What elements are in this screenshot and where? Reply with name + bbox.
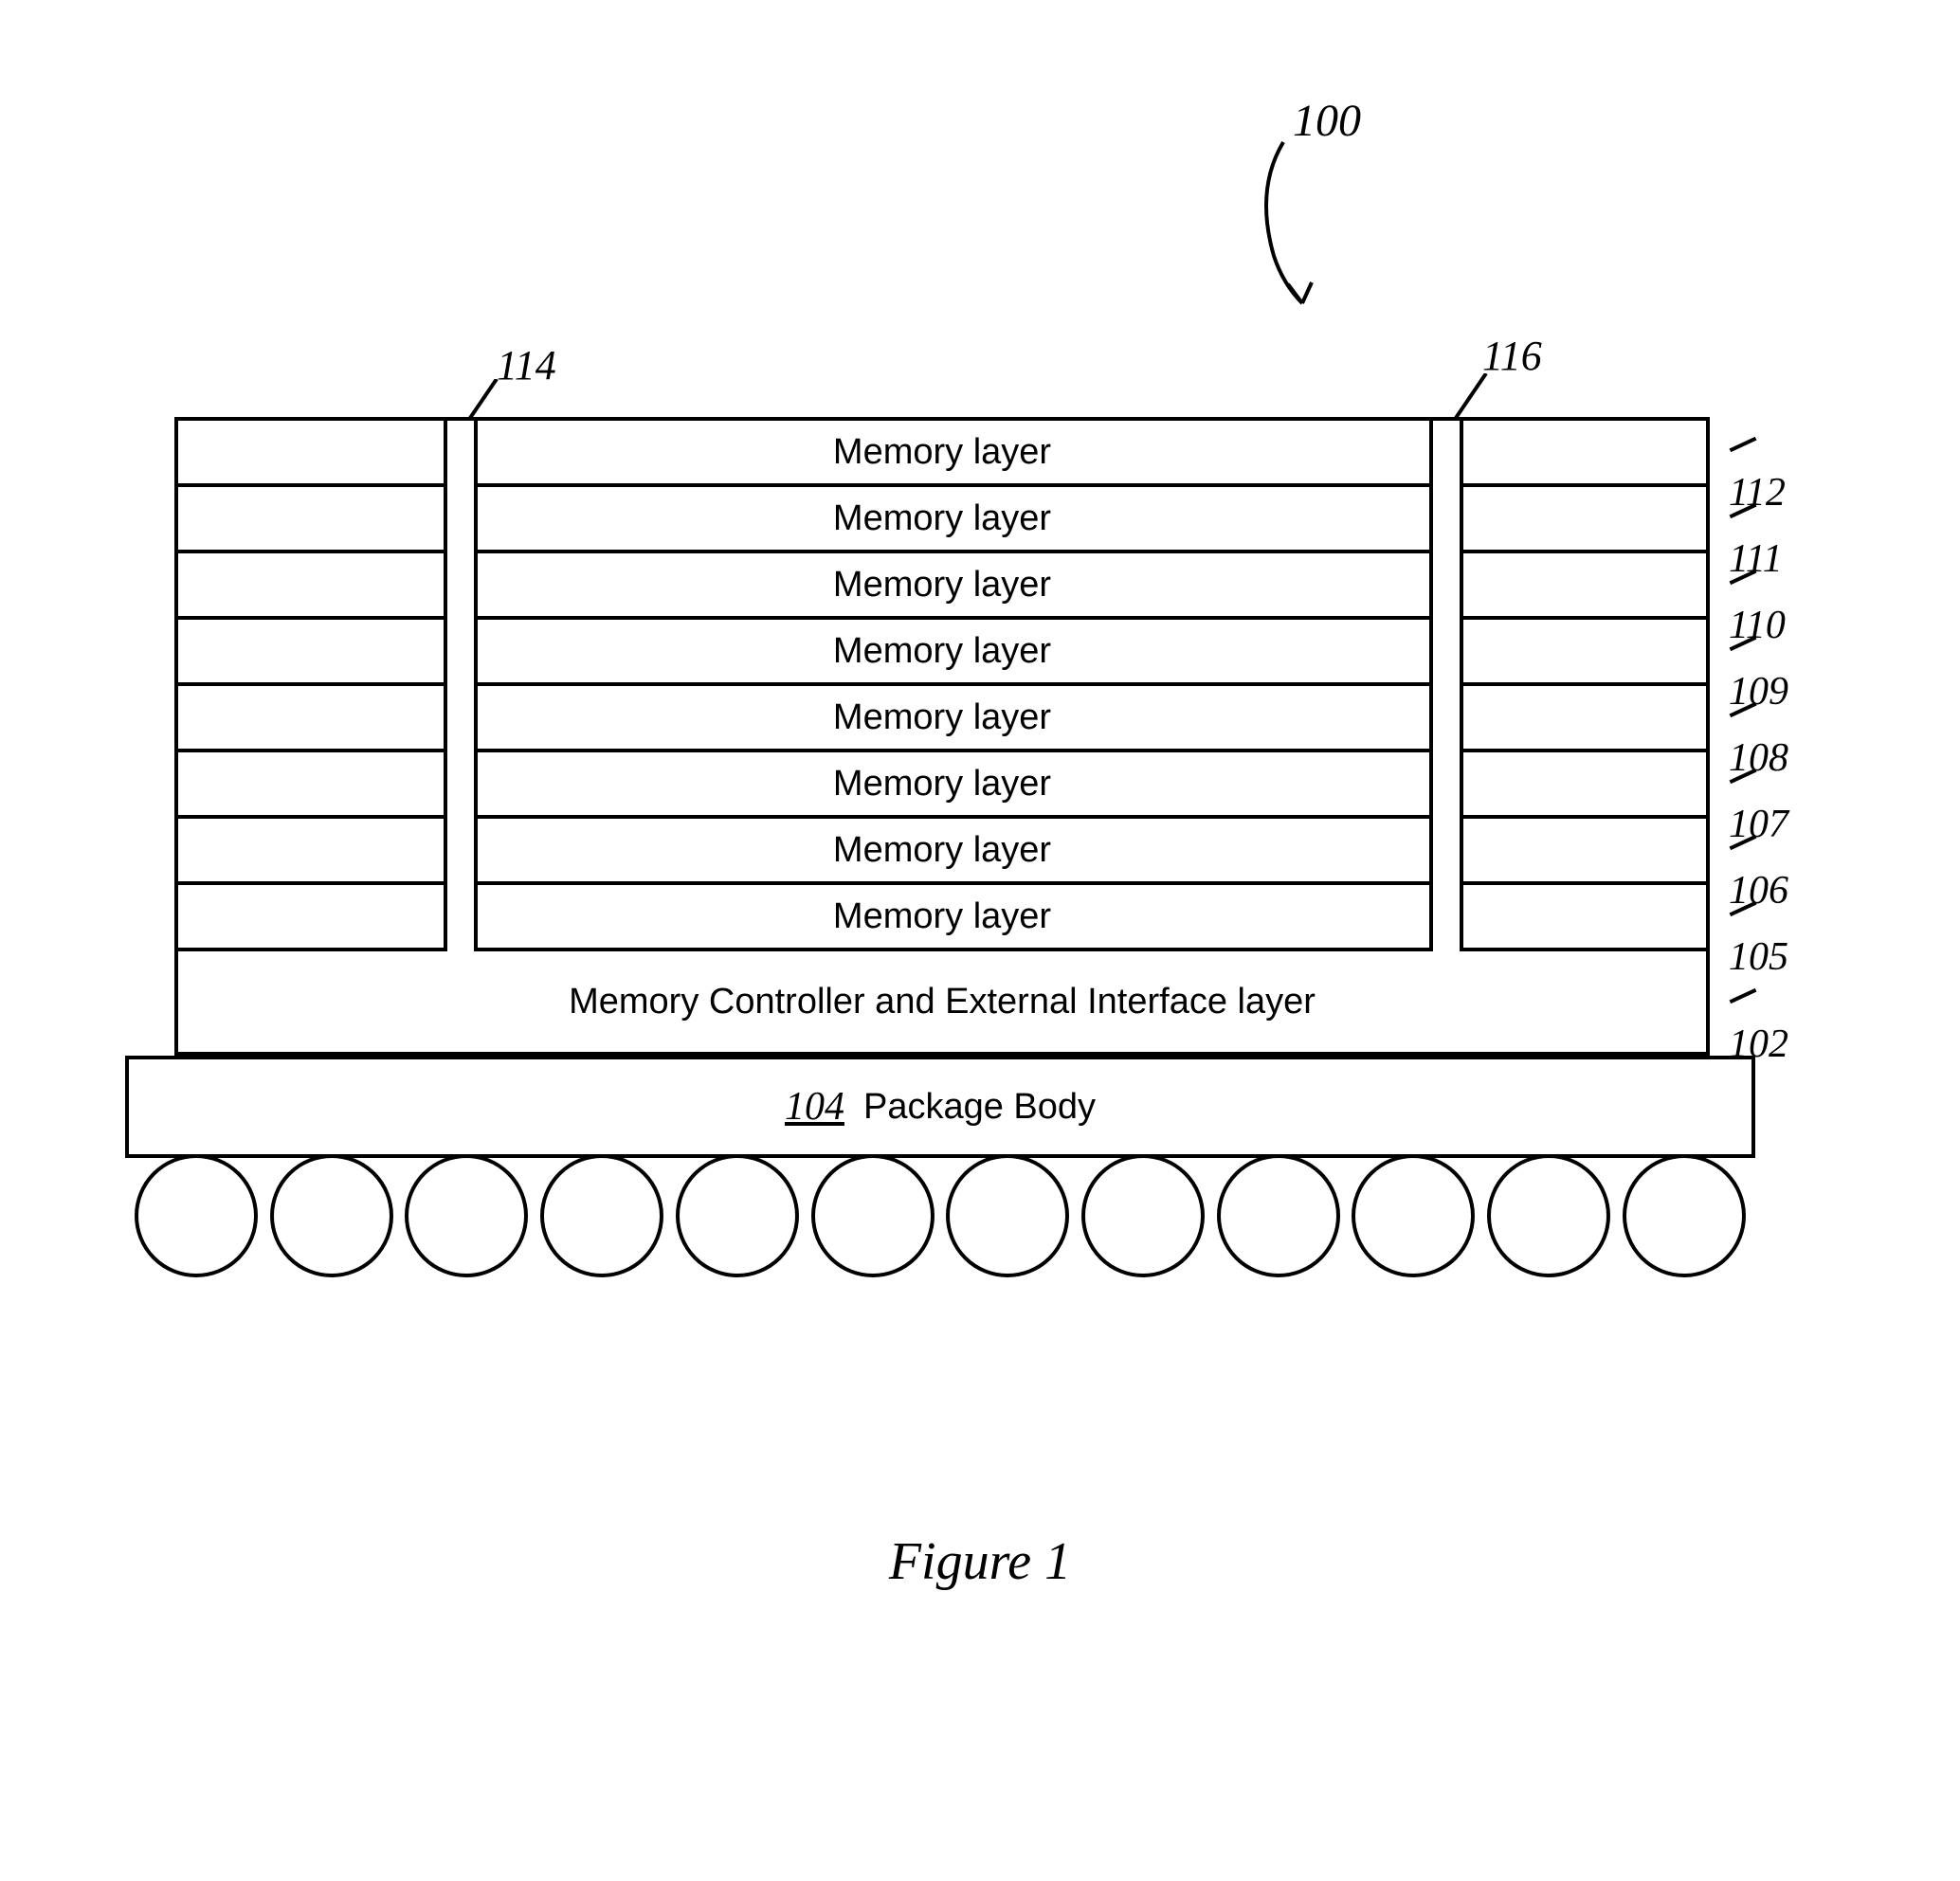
memory-layer-text: Memory layer [833, 565, 1051, 606]
controller-layer: Memory Controller and External Interface… [178, 951, 1706, 1052]
memory-layer-112: Memory layer [178, 421, 1706, 487]
solder-ball-icon [946, 1154, 1069, 1277]
memory-layer-109: Memory layer [178, 620, 1706, 686]
ref-label-105: 105 [1729, 889, 1814, 980]
figure-caption: Figure 1 [80, 1531, 1880, 1592]
solder-ball-icon [811, 1154, 935, 1277]
memory-layer-text: Memory layer [833, 498, 1051, 539]
memory-layer-text: Memory layer [833, 432, 1051, 473]
solder-ball-icon [540, 1154, 663, 1277]
memory-layer-text: Memory layer [833, 764, 1051, 805]
memory-layer-text: Memory layer [833, 697, 1051, 738]
package-body: 104 Package Body [125, 1056, 1755, 1158]
solder-ball-icon [405, 1154, 528, 1277]
memory-layer-106: Memory layer [178, 819, 1706, 885]
package-body-text: Package Body [863, 1087, 1096, 1128]
solder-ball-icon [1217, 1154, 1340, 1277]
solder-ball-icon [270, 1154, 393, 1277]
solder-ball-icon [1081, 1154, 1205, 1277]
solder-ball-icon [1623, 1154, 1746, 1277]
memory-layer-108: Memory layer [178, 686, 1706, 752]
solder-ball-icon [1487, 1154, 1610, 1277]
ref-label-104: 104 [785, 1084, 844, 1130]
solder-ball-icon [135, 1154, 258, 1277]
ref-label-102: 102 [1729, 976, 1814, 1067]
controller-layer-text: Memory Controller and External Interface… [569, 982, 1316, 1022]
memory-layer-text: Memory layer [833, 631, 1051, 672]
memory-layer-105: Memory layer [178, 885, 1706, 951]
solder-balls-row [125, 1158, 1755, 1277]
tsv-right [1429, 421, 1463, 951]
memory-layer-111: Memory layer [178, 487, 1706, 553]
ref-text: 102 [1729, 1022, 1788, 1066]
ref-text: 105 [1729, 935, 1788, 979]
memory-stack: Memory layer Memory layer Memory layer M… [174, 417, 1710, 1056]
memory-layer-110: Memory layer [178, 553, 1706, 620]
memory-layer-text: Memory layer [833, 830, 1051, 871]
arrow-100-icon [1236, 133, 1350, 322]
stack-wrapper: Memory layer Memory layer Memory layer M… [174, 417, 1814, 1277]
solder-ball-icon [1352, 1154, 1475, 1277]
memory-layer-text: Memory layer [833, 896, 1051, 937]
solder-ball-icon [676, 1154, 799, 1277]
memory-layer-107: Memory layer [178, 752, 1706, 819]
tsv-left [444, 421, 478, 951]
figure-1-container: 100 114 116 Memory layer Memory layer Me… [80, 38, 1880, 1744]
